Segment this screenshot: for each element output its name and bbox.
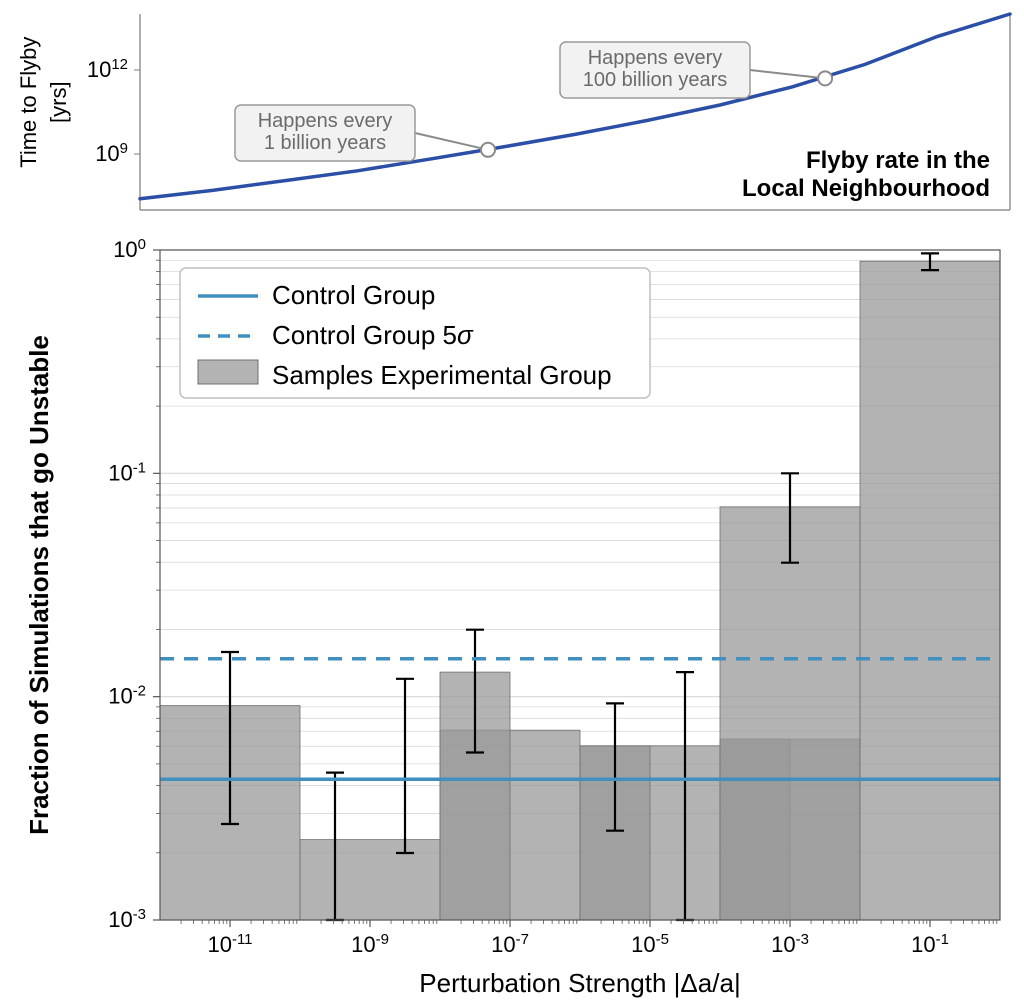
legend-label: Samples Experimental Group: [272, 360, 612, 390]
svg-text:Happens every: Happens every: [258, 110, 393, 132]
svg-text:10-3: 10-3: [771, 931, 809, 958]
svg-text:10-2: 10-2: [108, 682, 146, 709]
top-ylabel: Time to Flyby: [16, 37, 41, 168]
svg-text:10-1: 10-1: [108, 459, 146, 486]
svg-text:10-9: 10-9: [351, 931, 389, 958]
svg-text:100 billion years: 100 billion years: [583, 69, 728, 91]
svg-text:1012: 1012: [87, 56, 128, 83]
annotation-marker: [818, 71, 832, 85]
histogram-bar: [300, 840, 440, 920]
histogram-bar: [860, 261, 1000, 920]
svg-text:Happens every: Happens every: [588, 47, 723, 69]
legend-label: Control Group 5σ: [272, 320, 474, 350]
bottom-xlabel: Perturbation Strength |Δa/a|: [419, 968, 740, 998]
svg-text:Local Neighbourhood: Local Neighbourhood: [742, 175, 990, 202]
top-chart-title: Flyby rate in the: [806, 147, 990, 174]
svg-text:1 billion years: 1 billion years: [264, 132, 386, 154]
top-chart: 109 1012 Time to Flyby[yrs] Flyby rate in t…: [16, 14, 1010, 210]
bottom-ylabel: Fraction of Simulations that go Unstable: [24, 335, 54, 835]
annotation-marker: [481, 143, 495, 157]
legend-label: Control Group: [272, 280, 435, 310]
svg-text:10-11: 10-11: [208, 931, 253, 958]
svg-text:10-7: 10-7: [491, 931, 529, 958]
figure-container: 109 1012 Time to Flyby[yrs] Flyby rate in t…: [0, 0, 1024, 1002]
figure-svg: 109 1012 Time to Flyby[yrs] Flyby rate in t…: [0, 0, 1024, 1002]
svg-text:109: 109: [95, 140, 128, 167]
bottom-chart: 10-11 10-9 10-7 10-5 10-3 10-1 10-3 10-2 10-1 100…: [24, 236, 1000, 999]
svg-text:10-3: 10-3: [108, 906, 146, 933]
svg-text:10-1: 10-1: [911, 931, 949, 958]
histogram-bar: [720, 507, 860, 920]
svg-text:100: 100: [113, 236, 146, 263]
svg-text:10-5: 10-5: [631, 931, 669, 958]
top-ylabel-units: [yrs]: [46, 81, 71, 123]
